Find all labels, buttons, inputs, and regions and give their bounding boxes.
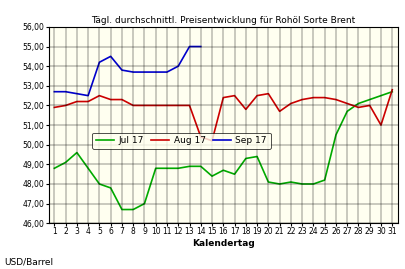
Aug 17 (389, 88, 394, 91)
Jul 17 (220, 169, 225, 172)
Aug 17 (198, 135, 203, 139)
Jul 17 (355, 102, 360, 105)
Sep 17 (142, 70, 147, 74)
Aug 17 (220, 96, 225, 99)
Aug 17 (288, 102, 292, 105)
Jul 17 (142, 202, 147, 205)
Sep 17 (63, 90, 68, 93)
Aug 17 (97, 94, 102, 97)
Sep 17 (97, 61, 102, 64)
Sep 17 (187, 45, 192, 48)
Aug 17 (377, 123, 382, 127)
Jul 17 (209, 175, 214, 178)
Aug 17 (243, 108, 247, 111)
Jul 17 (265, 180, 270, 184)
Aug 17 (108, 98, 113, 101)
Aug 17 (153, 104, 158, 107)
Jul 17 (175, 167, 180, 170)
Legend: Jul 17, Aug 17, Sep 17: Jul 17, Aug 17, Sep 17 (92, 133, 270, 149)
Sep 17 (164, 70, 169, 74)
Jul 17 (153, 167, 158, 170)
Sep 17 (119, 69, 124, 72)
Jul 17 (74, 151, 79, 154)
Aug 17 (344, 102, 349, 105)
Aug 17 (164, 104, 169, 107)
Aug 17 (52, 106, 57, 109)
Jul 17 (130, 208, 135, 211)
Sep 17 (175, 65, 180, 68)
Sep 17 (108, 55, 113, 58)
Jul 17 (288, 180, 292, 184)
Aug 17 (130, 104, 135, 107)
Aug 17 (232, 94, 237, 97)
Aug 17 (142, 104, 147, 107)
Title: Tägl. durchschnittl. Preisentwicklung für Rohöl Sorte Brent: Tägl. durchschnittl. Preisentwicklung fü… (91, 16, 354, 25)
Line: Aug 17: Aug 17 (54, 90, 391, 141)
Jul 17 (232, 173, 237, 176)
Jul 17 (310, 182, 315, 186)
Aug 17 (265, 92, 270, 95)
Jul 17 (299, 182, 304, 186)
Jul 17 (97, 182, 102, 186)
Jul 17 (254, 155, 259, 158)
Jul 17 (52, 167, 57, 170)
Jul 17 (198, 165, 203, 168)
Aug 17 (74, 100, 79, 103)
Sep 17 (198, 45, 203, 48)
Line: Jul 17: Jul 17 (54, 92, 391, 210)
Aug 17 (355, 106, 360, 109)
Aug 17 (367, 104, 371, 107)
Sep 17 (52, 90, 57, 93)
Jul 17 (164, 167, 169, 170)
Line: Sep 17: Sep 17 (54, 47, 200, 95)
Jul 17 (389, 90, 394, 93)
Jul 17 (119, 208, 124, 211)
Aug 17 (209, 139, 214, 142)
Aug 17 (85, 100, 90, 103)
Jul 17 (243, 157, 247, 160)
X-axis label: Kalendertag: Kalendertag (192, 239, 254, 248)
Jul 17 (367, 98, 371, 101)
Jul 17 (277, 182, 281, 186)
Jul 17 (187, 165, 192, 168)
Aug 17 (175, 104, 180, 107)
Jul 17 (85, 167, 90, 170)
Text: USD/Barrel: USD/Barrel (4, 257, 53, 266)
Sep 17 (85, 94, 90, 97)
Sep 17 (153, 70, 158, 74)
Jul 17 (344, 110, 349, 113)
Aug 17 (299, 98, 304, 101)
Jul 17 (63, 161, 68, 164)
Jul 17 (333, 133, 337, 137)
Aug 17 (333, 98, 337, 101)
Aug 17 (322, 96, 326, 99)
Aug 17 (310, 96, 315, 99)
Jul 17 (108, 186, 113, 190)
Aug 17 (119, 98, 124, 101)
Aug 17 (63, 104, 68, 107)
Aug 17 (254, 94, 259, 97)
Sep 17 (74, 92, 79, 95)
Aug 17 (277, 110, 281, 113)
Aug 17 (187, 104, 192, 107)
Jul 17 (322, 178, 326, 182)
Sep 17 (130, 70, 135, 74)
Jul 17 (377, 94, 382, 97)
